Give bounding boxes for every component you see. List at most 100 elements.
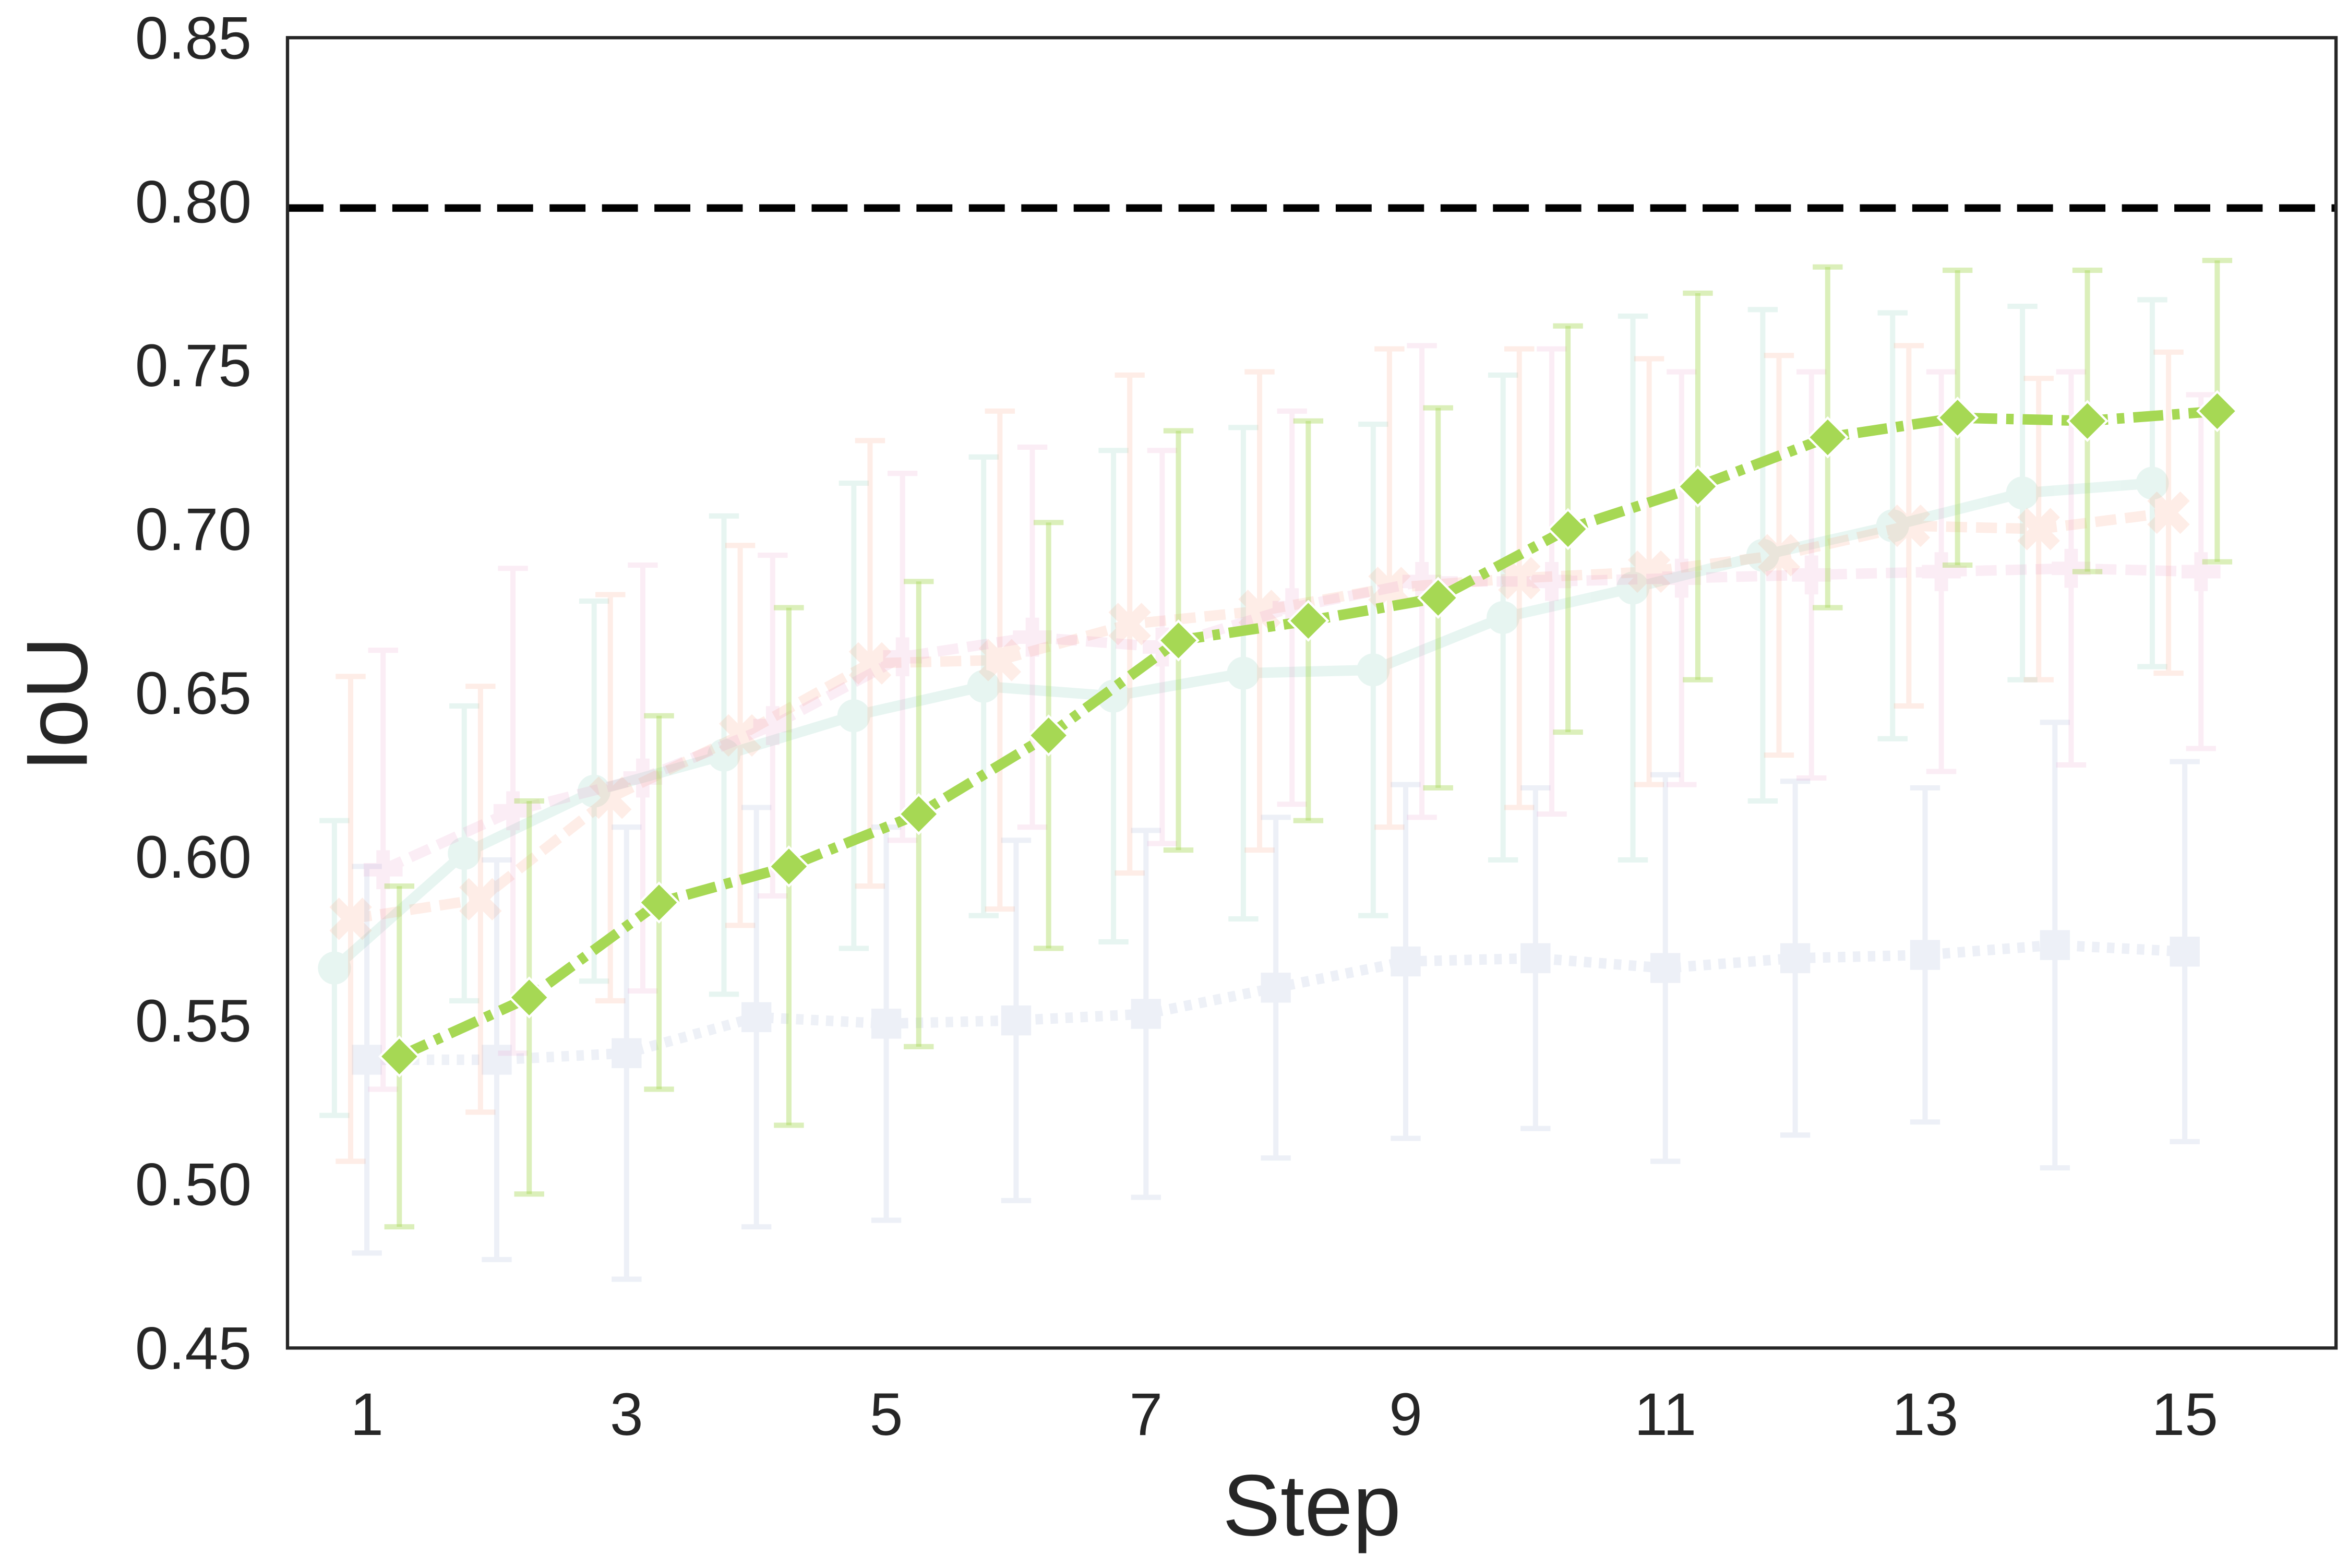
error-bar [709, 513, 739, 997]
error-bar [1001, 837, 1032, 1203]
error-bar [1910, 785, 1940, 1125]
error-bar [465, 684, 496, 1115]
diamond-marker [2066, 400, 2109, 442]
error-bar [887, 471, 918, 843]
circle-marker [1746, 538, 1779, 572]
plus-marker [753, 706, 793, 745]
series-teal-circle [318, 297, 2169, 1118]
error-bar [2007, 303, 2038, 683]
circle-marker [448, 836, 481, 870]
x-marker [459, 878, 502, 921]
square-marker [871, 1009, 902, 1039]
x-marker [1498, 557, 1541, 600]
error-bar [758, 553, 788, 899]
diamond-marker [508, 976, 550, 1019]
error-bar [1131, 828, 1161, 1200]
error-bar [336, 674, 366, 1164]
x-tick-label: 11 [1634, 1381, 1696, 1448]
error-bar [1488, 372, 1518, 863]
diamond-marker [1287, 600, 1329, 642]
error-bar [1894, 343, 1924, 709]
x-tick-label: 5 [870, 1381, 903, 1448]
series-line [380, 563, 2201, 875]
error-bar [1358, 421, 1388, 918]
plot-area [287, 204, 2337, 1282]
diamond-marker [638, 881, 680, 924]
error-bar [1228, 425, 1259, 922]
series-orange-x [329, 343, 2190, 1164]
circle-marker [1616, 571, 1650, 605]
x-tick-label: 7 [1129, 1381, 1163, 1448]
plus-marker [623, 758, 663, 798]
plus-marker [883, 637, 922, 677]
error-bar [2040, 720, 2070, 1171]
y-tick-label: 0.50 [135, 1152, 251, 1218]
error-bar [482, 857, 512, 1262]
y-axis-label: IoU [8, 637, 105, 772]
circle-marker [1357, 653, 1390, 687]
error-bar [368, 648, 398, 1092]
plus-marker [1662, 558, 1702, 598]
x-tick-label: 1 [350, 1381, 384, 1448]
circle-marker [2136, 466, 2169, 500]
y-tick-label: 0.60 [135, 824, 251, 891]
error-bar [1650, 772, 1681, 1164]
error-bar [1261, 815, 1291, 1161]
y-tick-label: 0.70 [135, 496, 251, 563]
x-marker [1368, 567, 1411, 609]
x-tick-label: 9 [1389, 1381, 1422, 1448]
y-tick-label: 0.65 [135, 660, 251, 727]
square-marker [1520, 943, 1551, 974]
plus-marker [1532, 562, 1572, 601]
square-marker [1780, 943, 1811, 974]
circle-marker [2006, 476, 2039, 510]
circle-marker [1876, 509, 1909, 543]
error-bar [855, 438, 885, 889]
diamond-marker [1027, 714, 1070, 757]
square-marker [1001, 1005, 1032, 1036]
y-axis-ticks: 0.45 0.50 0.55 0.60 0.65 0.70 0.75 0.80 0.85 [135, 5, 251, 1382]
y-tick-label: 0.75 [135, 332, 251, 399]
plot-frame [285, 36, 2338, 1350]
x-axis-ticks: 1 3 5 7 9 11 13 15 [350, 1381, 2218, 1448]
circle-marker [837, 699, 870, 733]
x-marker [589, 776, 632, 819]
error-bar [449, 703, 480, 1003]
error-bar [1634, 356, 1664, 787]
square-marker [1650, 953, 1681, 983]
error-bar [2023, 376, 2054, 683]
x-marker [718, 714, 762, 757]
square-marker [612, 1038, 642, 1069]
error-bar [1618, 313, 1648, 863]
square-marker [2040, 930, 2070, 960]
diamond-marker [1806, 416, 1849, 459]
circle-marker [967, 669, 1000, 703]
square-marker [2170, 937, 2200, 967]
diamond-marker [1676, 465, 1719, 508]
y-tick-label: 0.85 [135, 5, 251, 71]
error-bar [1537, 346, 1567, 817]
error-bar [1520, 785, 1551, 1131]
diamond-marker [2196, 390, 2238, 433]
x-marker [1757, 534, 1801, 577]
series-line [331, 478, 2153, 972]
error-bar [1764, 353, 1794, 758]
error-bar [2056, 369, 2087, 768]
error-bar [612, 824, 642, 1282]
plus-marker [2181, 552, 2221, 591]
x-marker [1887, 504, 1931, 547]
square-marker [352, 1045, 382, 1075]
error-bar [1747, 307, 1778, 804]
diamond-marker [1157, 619, 1200, 662]
error-bar [579, 599, 609, 984]
y-tick-label: 0.55 [135, 988, 251, 1055]
diamond-marker [1936, 397, 1979, 439]
diamond-marker [897, 793, 940, 835]
error-bar [319, 818, 350, 1118]
plus-marker [1792, 555, 1831, 595]
error-bar [1098, 448, 1129, 944]
error-bar [725, 543, 756, 928]
x-tick-label: 15 [2151, 1381, 2218, 1448]
plus-marker [2052, 548, 2091, 588]
circle-marker [318, 951, 351, 985]
